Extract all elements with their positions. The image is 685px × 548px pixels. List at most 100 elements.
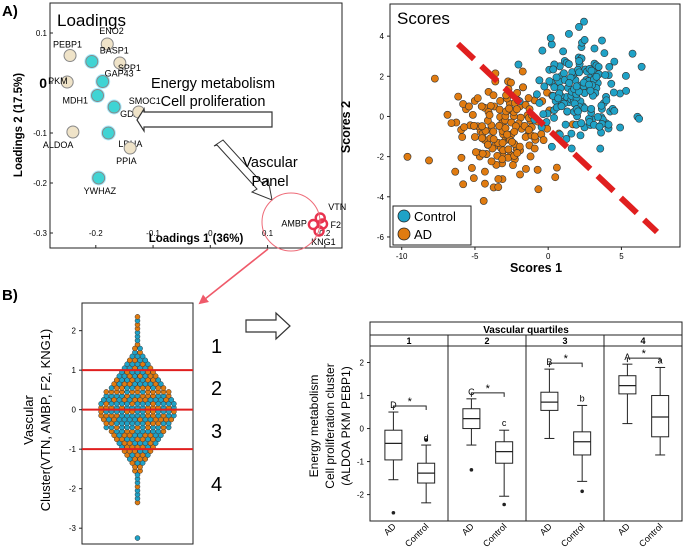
- loading-point-label: AMBP: [281, 219, 307, 229]
- loading-point-label: GAP43: [105, 69, 134, 79]
- scores-point-ad: [505, 104, 513, 113]
- loading-point: [60, 75, 74, 89]
- box-significance-mark: *: [486, 383, 491, 395]
- loading-point: [66, 125, 80, 139]
- beeswarm-point: [158, 381, 164, 387]
- scores-point-ad: [443, 110, 452, 119]
- box-letter: d: [424, 433, 429, 443]
- beeswarm-point: [134, 535, 141, 541]
- scores-point-ad: [515, 142, 524, 151]
- scores-point-control: [628, 49, 637, 58]
- scores-point-control: [565, 29, 573, 38]
- beeswarm-point: [145, 452, 151, 458]
- box-panel-frame: [525, 345, 605, 522]
- scores-point-ad: [494, 175, 503, 183]
- scores-ytick-label: 4: [380, 32, 385, 41]
- scores-point-ad: [513, 149, 522, 157]
- loading-point: [123, 141, 137, 155]
- loading-point-label: PPIA: [116, 156, 137, 166]
- quartile-label-4: 4: [211, 474, 222, 496]
- box-panel-frame: [369, 345, 449, 522]
- loadings-xtick-label: 0: [208, 229, 213, 238]
- beeswarm-point: [165, 389, 172, 395]
- box-iqr: [618, 375, 637, 395]
- scores-separation-line: [455, 41, 660, 235]
- scores-point-control: [559, 47, 568, 56]
- box-xcategory-label: AD: [382, 521, 398, 537]
- beeswarm-point: [168, 397, 175, 403]
- panel-b-label: B): [2, 287, 18, 304]
- scores-point-ad: [451, 167, 460, 176]
- scores-point-control: [538, 46, 547, 55]
- loadings-xtick-label: 0.1: [262, 229, 274, 238]
- loading-point-label: PKM: [48, 76, 68, 86]
- loadings-xlabel: Loadings 1 (36%): [149, 233, 244, 245]
- scores-point-control: [535, 99, 544, 107]
- box-panel-frame: [447, 345, 527, 522]
- loadings-title: Loadings: [57, 11, 126, 30]
- scores-point-control: [539, 110, 548, 119]
- box-iqr: [651, 395, 670, 438]
- scores-point-ad: [469, 174, 478, 183]
- scores-point-control: [595, 122, 604, 131]
- scores-point-ad: [467, 164, 476, 172]
- scores-point-ad: [459, 180, 468, 189]
- box-panel-strip-label: 1: [406, 336, 411, 346]
- box-xcategory-label: Control: [559, 521, 587, 548]
- beeswarm-point: [145, 361, 151, 367]
- energy-boxplot: Vascular quartiles 2 1 0 -1 -2 1 D AD d Control * 2…: [307, 321, 683, 548]
- loadings-plot: Loadings -0.2 -0.1 0 0.1 0.2 0.1 0 -0.1 -0.2 -0.3…: [13, 2, 346, 252]
- scores-point-ad: [503, 130, 512, 139]
- scores-point-control: [593, 113, 602, 121]
- scores-point-ad: [530, 132, 539, 141]
- beeswarm-point: [155, 377, 162, 383]
- box-significance-mark: *: [642, 348, 647, 360]
- scores-point-ad: [495, 105, 504, 114]
- loadings-ylabel: Loadings 2 (17.5%): [13, 73, 25, 177]
- scores-ytick-label: -6: [377, 233, 385, 242]
- box-significance-bracket: [626, 357, 661, 363]
- loading-point-label: KNG1: [311, 237, 336, 247]
- scores-point-ad: [498, 138, 507, 147]
- box-xcategory-label: Control: [637, 521, 665, 548]
- beeswarm-ytick-label: 2: [72, 327, 77, 336]
- beeswarm-point: [168, 416, 175, 423]
- legend-control-marker: [397, 209, 411, 223]
- box-outlier: [424, 438, 428, 442]
- box-ylabel-line2: Cell proliferation cluster: [323, 363, 337, 488]
- scores-point-control: [545, 77, 554, 86]
- loadings-xtick-label: 0.2: [319, 229, 331, 238]
- box-significance-mark: *: [408, 396, 413, 408]
- scores-point-control: [549, 65, 558, 74]
- quartile-label-2: 2: [211, 378, 222, 400]
- scores-point-ad: [454, 92, 463, 101]
- scores-point-ad: [489, 127, 498, 136]
- box-significance-bracket: [392, 405, 427, 411]
- scores-point-control: [575, 23, 583, 31]
- box-letter: C: [468, 387, 475, 397]
- scores-point-control: [514, 60, 523, 69]
- scores-point-ad: [487, 157, 496, 166]
- box-xcategory-label: AD: [538, 521, 554, 537]
- loading-point-label: MDH1: [63, 96, 89, 106]
- beeswarm-point: [137, 345, 143, 352]
- scores-point-control: [580, 36, 589, 44]
- scores-point-control: [567, 129, 576, 138]
- box-letter: c: [502, 418, 507, 428]
- box-significance-bracket: [470, 392, 505, 397]
- loadings-ytick-label: 0.1: [36, 29, 48, 38]
- quartile-label-1: 1: [211, 336, 222, 358]
- box-xcategory-label: Control: [481, 521, 509, 548]
- scores-plot: Scores -10 -5 0 5 4 2 0 -2 -4 -6 Control AD Score…: [339, 3, 681, 275]
- scores-point-ad: [477, 102, 486, 111]
- scores-point-control: [592, 72, 601, 81]
- scores-xtick-label: -10: [396, 252, 408, 261]
- scores-point-ad: [478, 134, 486, 143]
- scores-point-control: [600, 49, 609, 58]
- scores-point-ad: [478, 149, 487, 158]
- scores-point-control: [587, 66, 596, 75]
- scores-point-ad: [489, 135, 498, 144]
- scores-point-control: [609, 88, 618, 97]
- scores-point-ad: [534, 185, 543, 194]
- scores-point-control: [532, 90, 541, 99]
